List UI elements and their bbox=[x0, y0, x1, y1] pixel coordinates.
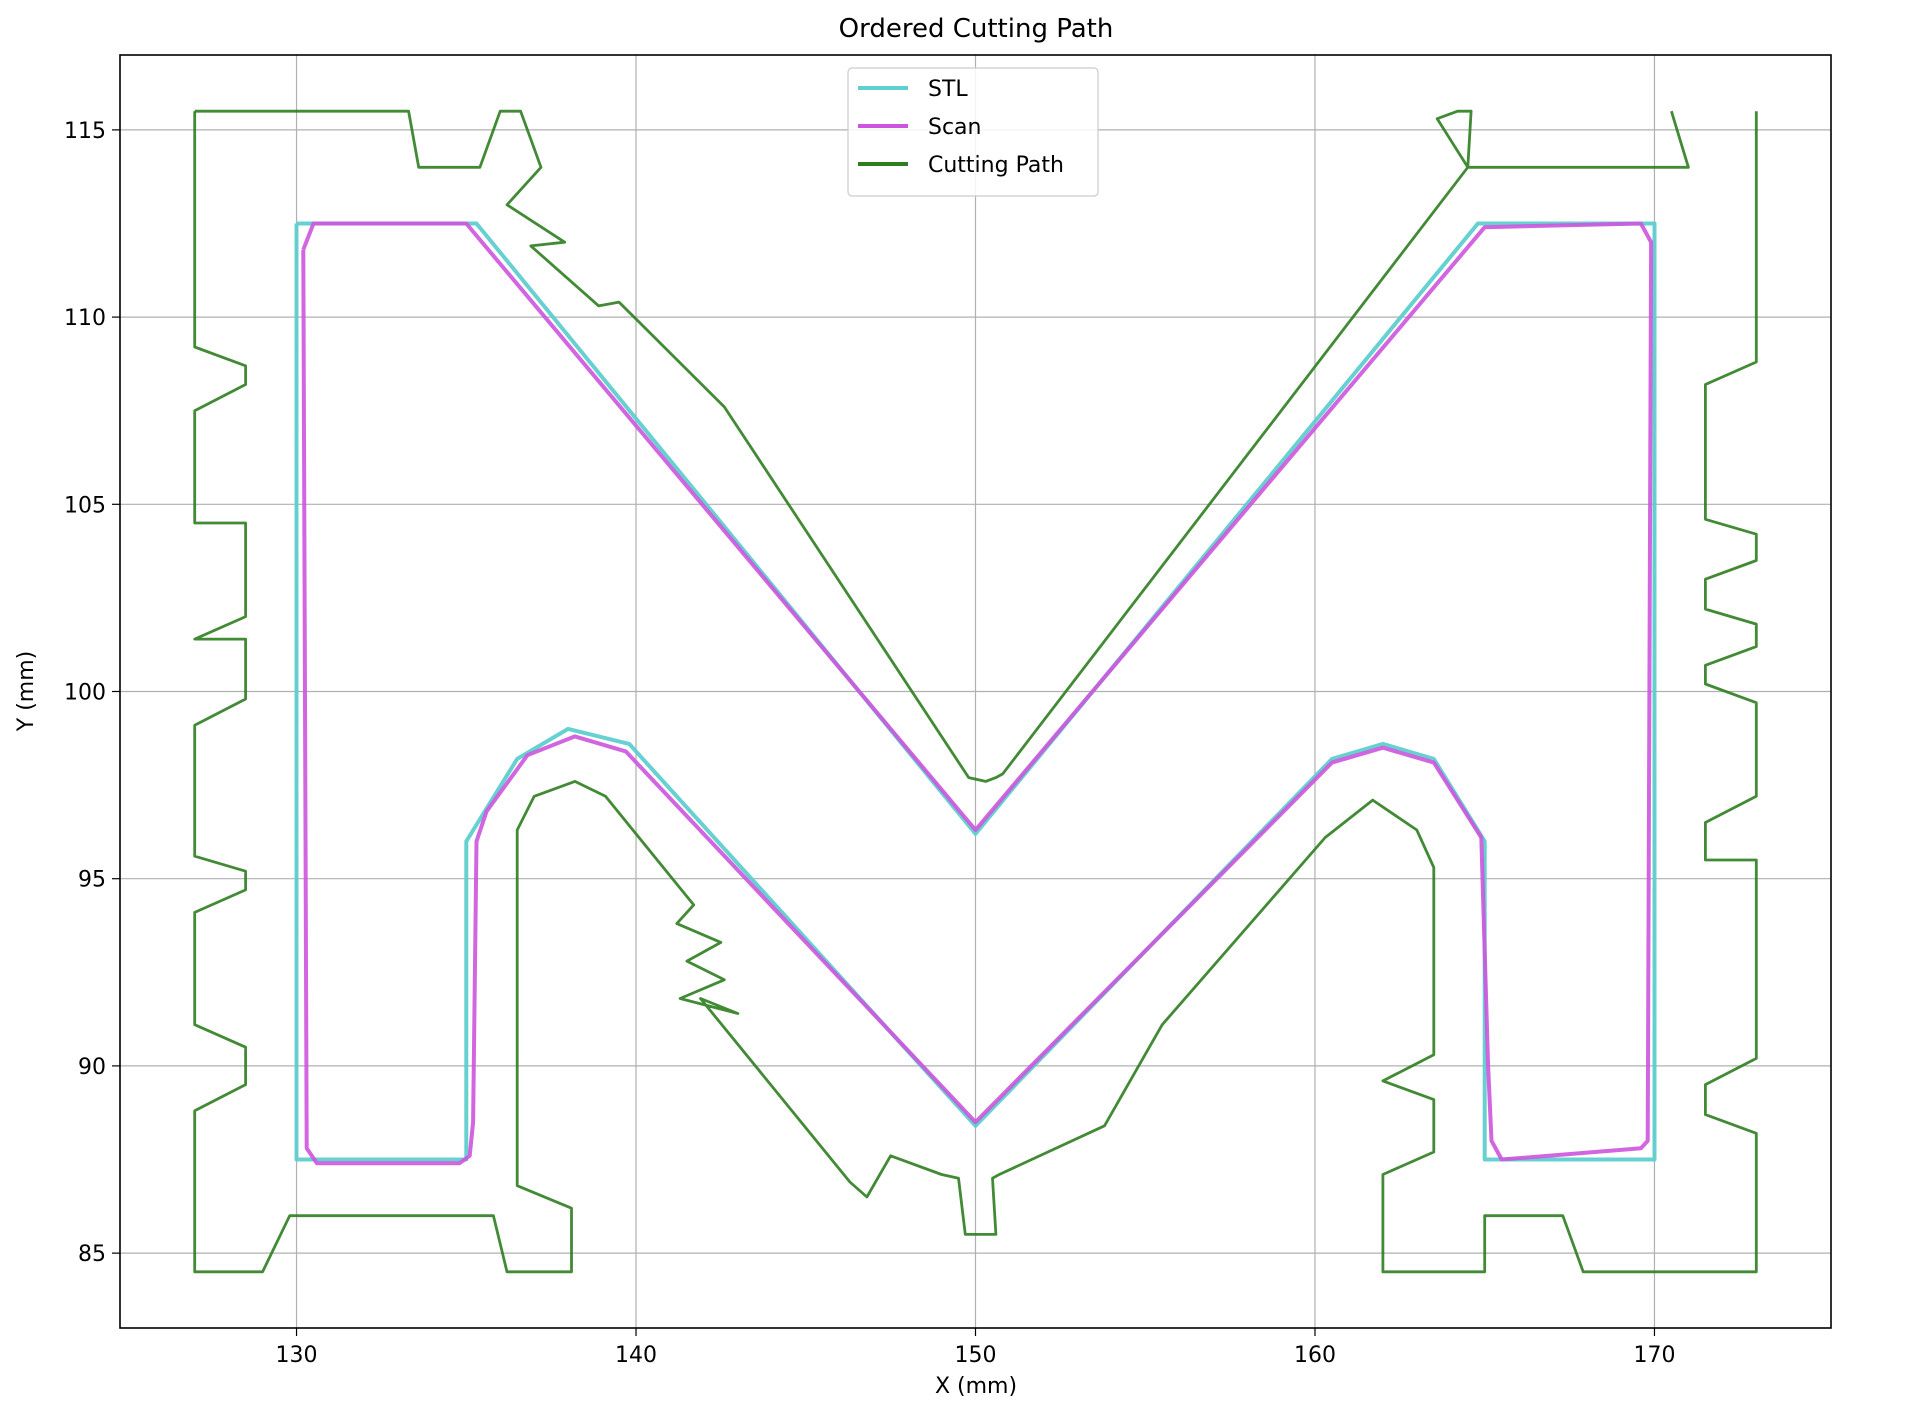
series-line-scan bbox=[301, 221, 1654, 1166]
legend: STL Scan Cutting Path bbox=[847, 67, 1099, 197]
series-line-stl bbox=[294, 221, 1657, 1162]
series-line-cutting-path bbox=[193, 111, 1758, 1274]
legend-label: Scan bbox=[928, 115, 982, 140]
y-tick-label: 85 bbox=[78, 1242, 106, 1267]
legend-label: Cutting Path bbox=[928, 153, 1064, 178]
y-tick-label: 105 bbox=[64, 493, 106, 518]
x-axis: 130 140 150 160 170 bbox=[276, 1328, 1675, 1368]
x-tick-label: 160 bbox=[1294, 1343, 1336, 1368]
y-tick-label: 100 bbox=[64, 681, 106, 706]
x-tick-label: 140 bbox=[615, 1343, 657, 1368]
y-tick-label: 115 bbox=[64, 119, 106, 144]
y-tick-label: 110 bbox=[64, 306, 106, 331]
y-tick-label: 95 bbox=[78, 868, 106, 893]
chart-title: Ordered Cutting Path bbox=[839, 14, 1114, 44]
y-axis-label: Y (mm) bbox=[14, 651, 39, 732]
x-tick-label: 150 bbox=[955, 1343, 997, 1368]
plot-area bbox=[193, 109, 1758, 1274]
y-tick-label: 90 bbox=[78, 1055, 106, 1080]
series-line-cutting-path bbox=[194, 109, 1690, 783]
x-axis-label: X (mm) bbox=[935, 1374, 1017, 1399]
y-axis: 85 90 95 100 105 110 115 bbox=[64, 119, 120, 1267]
grid-lines bbox=[120, 55, 1831, 1328]
legend-box bbox=[847, 67, 1099, 197]
x-tick-label: 130 bbox=[276, 1343, 318, 1368]
legend-label: STL bbox=[928, 77, 968, 102]
x-tick-label: 170 bbox=[1633, 1343, 1675, 1368]
